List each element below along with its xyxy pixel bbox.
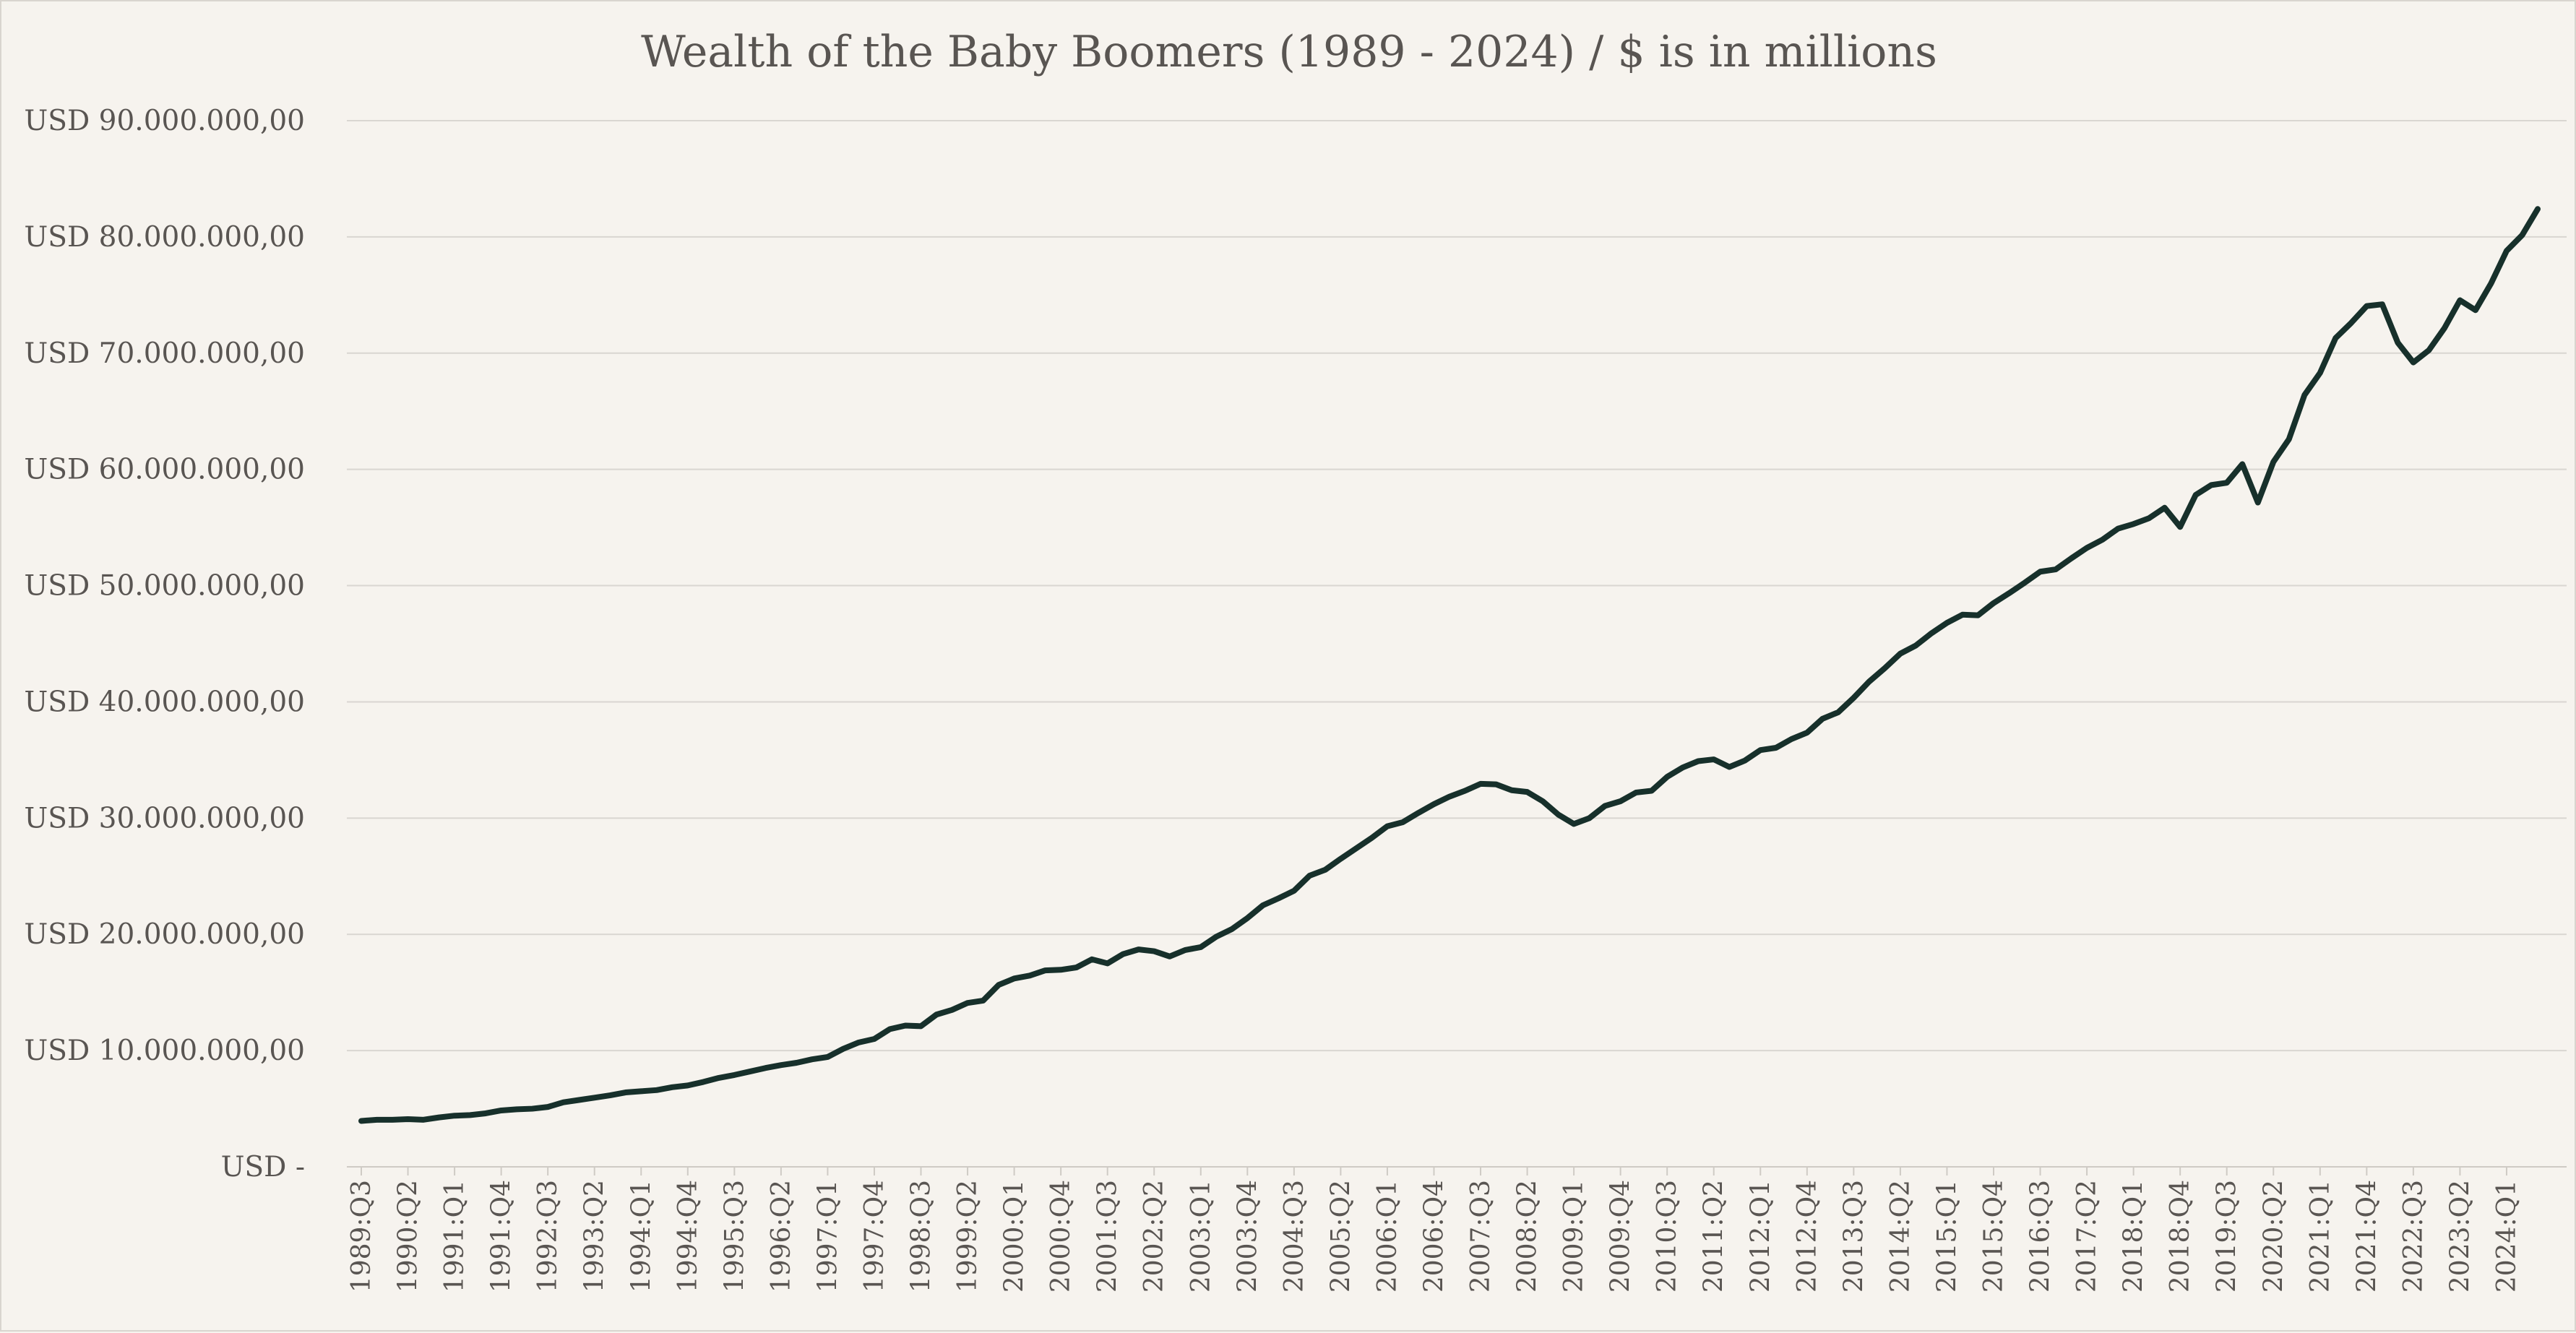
x-tick-label: 2000:Q1 [1000, 1180, 1030, 1293]
x-tick-label: 2019:Q3 [2213, 1180, 2242, 1293]
x-tick-label: 2000:Q4 [1046, 1180, 1076, 1293]
x-tick-label: 1995:Q3 [720, 1180, 749, 1293]
x-tick-label: 1989:Q3 [347, 1180, 376, 1293]
x-tick-label: 2013:Q3 [1839, 1180, 1869, 1293]
x-tick-label: 2009:Q4 [1606, 1180, 1636, 1293]
x-tick-label: 2011:Q2 [1700, 1180, 1729, 1293]
y-axis: USD - USD 10.000.000,00 USD 20.000.000,00 U… [24, 105, 305, 1183]
x-tick-label: 2018:Q1 [2119, 1180, 2149, 1293]
x-tick-label: 1996:Q2 [767, 1180, 796, 1293]
x-tick-label: 2024:Q1 [2492, 1180, 2522, 1293]
x-tick-label: 2018:Q4 [2166, 1180, 2195, 1293]
x-tick-label: 2022:Q3 [2399, 1180, 2429, 1293]
x-tick-label: 2001:Q3 [1093, 1180, 1123, 1293]
x-tick-label: 1990:Q2 [394, 1180, 423, 1293]
series-line [358, 206, 2541, 1124]
x-tick-label: 1993:Q2 [580, 1180, 610, 1293]
x-tick-label: 1991:Q4 [487, 1180, 517, 1293]
x-tick-label: 2003:Q4 [1233, 1180, 1262, 1293]
x-tick-label: 2006:Q1 [1373, 1180, 1403, 1293]
x-tick-label: 2006:Q4 [1419, 1180, 1449, 1293]
x-tick-label: 2021:Q1 [2306, 1180, 2335, 1293]
x-tick-label: 1997:Q4 [860, 1180, 889, 1293]
chart-title: Wealth of the Baby Boomers (1989 - 2024)… [641, 27, 1937, 77]
y-tick-label: USD 50.000.000,00 [24, 570, 305, 603]
x-tick-label: 2016:Q3 [2026, 1180, 2056, 1293]
x-tick-label: 2021:Q4 [2352, 1180, 2382, 1293]
x-tick-label: 1999:Q2 [953, 1180, 983, 1293]
y-tick-label: USD 80.000.000,00 [24, 221, 305, 254]
y-tick-label: USD 70.000.000,00 [24, 337, 305, 370]
x-tick-label: 1992:Q3 [533, 1180, 563, 1293]
x-tick-label: 2010:Q3 [1653, 1180, 1682, 1293]
x-tick-label: 2002:Q2 [1140, 1180, 1169, 1293]
x-tick-label: 2012:Q1 [1746, 1180, 1775, 1293]
x-tick-label: 2005:Q2 [1326, 1180, 1356, 1293]
x-tick-label: 1994:Q4 [673, 1180, 703, 1293]
x-tick-label: 2004:Q3 [1280, 1180, 1309, 1293]
x-tick-label: 2007:Q3 [1466, 1180, 1496, 1293]
x-tick-label: 2003:Q1 [1186, 1180, 1216, 1293]
x-tick-label: 1997:Q1 [813, 1180, 843, 1293]
y-tick-label: USD 10.000.000,00 [24, 1035, 305, 1067]
series-layer [358, 206, 2541, 1124]
y-tick-label: USD - [221, 1151, 305, 1183]
x-tick-label: 2023:Q2 [2445, 1180, 2475, 1293]
gridlines [347, 120, 2567, 1052]
x-tick-label: 2017:Q2 [2072, 1180, 2102, 1293]
x-tick-label: 2014:Q2 [1886, 1180, 1916, 1293]
x-tick-label: 2015:Q1 [1932, 1180, 1962, 1293]
x-tick-label: 1991:Q1 [440, 1180, 470, 1293]
x-tick-label: 2009:Q1 [1559, 1180, 1589, 1293]
y-tick-label: USD 30.000.000,00 [24, 802, 305, 834]
x-tick-label: 2012:Q4 [1793, 1180, 1822, 1293]
x-tick-label: 2020:Q2 [2259, 1180, 2288, 1293]
x-axis: 1989:Q3 1990:Q2 1991:Q1 1991:Q4 1992:Q3 1993:… [347, 1166, 2567, 1293]
x-tick-label: 2015:Q4 [1979, 1180, 2009, 1293]
y-tick-label: USD 20.000.000,00 [24, 918, 305, 951]
x-tick-label: 2008:Q2 [1513, 1180, 1543, 1293]
y-tick-label: USD 60.000.000,00 [24, 454, 305, 486]
y-tick-label: USD 40.000.000,00 [24, 686, 305, 718]
x-tick-label: 1998:Q3 [907, 1180, 936, 1293]
x-tick-label: 1994:Q1 [626, 1180, 656, 1293]
y-tick-label: USD 90.000.000,00 [24, 105, 305, 137]
